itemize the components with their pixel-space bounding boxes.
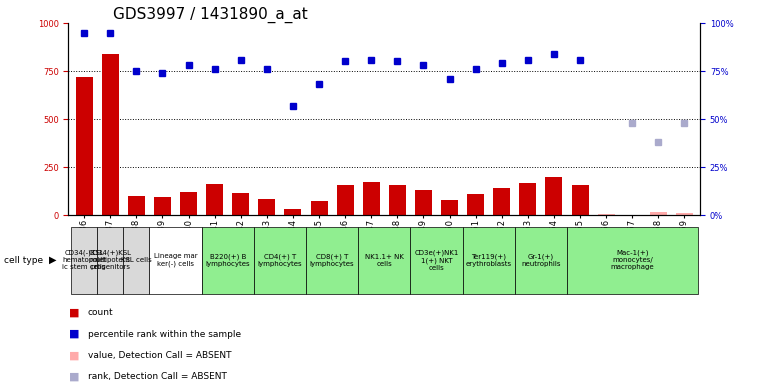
- Text: CD34(-)KSL
hematopoiet
ic stem cells: CD34(-)KSL hematopoiet ic stem cells: [62, 250, 107, 270]
- Text: CD34(+)KSL
multipotent
progenitors: CD34(+)KSL multipotent progenitors: [89, 250, 132, 270]
- Text: Gr-1(+)
neutrophils: Gr-1(+) neutrophils: [521, 253, 561, 267]
- Bar: [285, 209, 301, 215]
- Text: Lineage mar
ker(-) cells: Lineage mar ker(-) cells: [154, 253, 197, 267]
- Text: NK1.1+ NK
cells: NK1.1+ NK cells: [365, 254, 404, 266]
- Bar: [149, 227, 202, 294]
- Bar: [676, 213, 693, 215]
- Bar: [467, 194, 484, 215]
- Bar: [650, 212, 667, 215]
- Bar: [75, 77, 93, 215]
- Text: ■: ■: [68, 350, 79, 360]
- Text: GDS3997 / 1431890_a_at: GDS3997 / 1431890_a_at: [113, 7, 307, 23]
- Text: cell type: cell type: [4, 256, 43, 265]
- Bar: [358, 227, 410, 294]
- Text: count: count: [88, 308, 113, 318]
- Bar: [597, 214, 615, 215]
- Bar: [572, 185, 588, 215]
- Bar: [254, 227, 306, 294]
- Bar: [493, 188, 510, 215]
- Bar: [128, 196, 145, 215]
- Bar: [102, 54, 119, 215]
- Bar: [232, 193, 250, 215]
- Bar: [123, 227, 149, 294]
- Bar: [310, 200, 327, 215]
- Text: Mac-1(+)
monocytes/
macrophage: Mac-1(+) monocytes/ macrophage: [610, 250, 654, 270]
- Bar: [363, 182, 380, 215]
- Bar: [71, 227, 97, 294]
- Bar: [410, 227, 463, 294]
- Text: ■: ■: [68, 329, 79, 339]
- Text: CD4(+) T
lymphocytes: CD4(+) T lymphocytes: [257, 253, 302, 267]
- Text: ▶: ▶: [49, 255, 57, 265]
- Text: percentile rank within the sample: percentile rank within the sample: [88, 329, 240, 339]
- Text: ■: ■: [68, 308, 79, 318]
- Bar: [441, 200, 458, 215]
- Bar: [389, 185, 406, 215]
- Text: CD8(+) T
lymphocytes: CD8(+) T lymphocytes: [310, 253, 355, 267]
- Bar: [154, 197, 171, 215]
- Text: CD3e(+)NK1
1(+) NKT
cells: CD3e(+)NK1 1(+) NKT cells: [414, 250, 459, 271]
- Text: ■: ■: [68, 371, 79, 381]
- Text: KSL cells: KSL cells: [121, 257, 151, 263]
- Bar: [463, 227, 514, 294]
- Bar: [519, 184, 537, 215]
- Bar: [415, 190, 432, 215]
- Text: B220(+) B
lymphocytes: B220(+) B lymphocytes: [205, 253, 250, 267]
- Bar: [97, 227, 123, 294]
- Bar: [336, 185, 354, 215]
- Text: value, Detection Call = ABSENT: value, Detection Call = ABSENT: [88, 351, 231, 360]
- Bar: [567, 227, 698, 294]
- Bar: [259, 199, 275, 215]
- Text: Ter119(+)
erythroblasts: Ter119(+) erythroblasts: [466, 253, 511, 267]
- Bar: [546, 177, 562, 215]
- Bar: [206, 184, 223, 215]
- Text: rank, Detection Call = ABSENT: rank, Detection Call = ABSENT: [88, 372, 226, 381]
- Bar: [514, 227, 567, 294]
- Bar: [306, 227, 358, 294]
- Bar: [202, 227, 254, 294]
- Bar: [180, 192, 197, 215]
